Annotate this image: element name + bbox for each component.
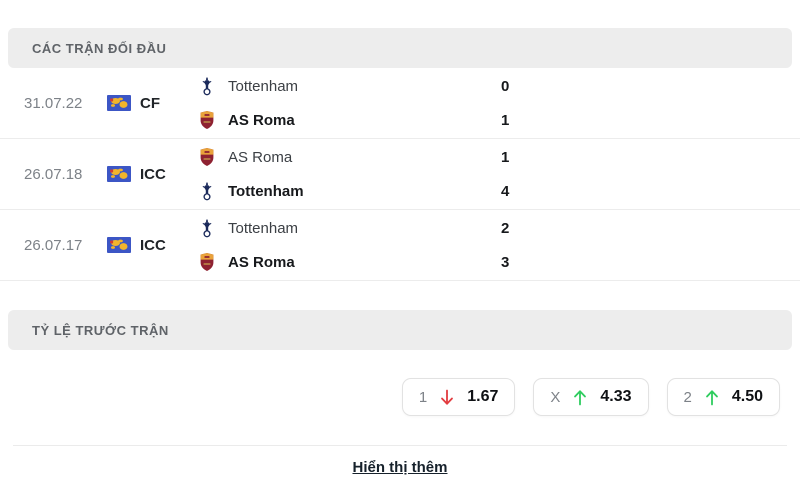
- away-team-line: Tottenham: [198, 174, 501, 208]
- arrow-down-icon: [441, 389, 454, 405]
- home-score: 0: [501, 77, 510, 95]
- away-score: 4: [501, 182, 510, 200]
- show-more-link[interactable]: Hiển thị thêm: [352, 459, 448, 476]
- show-more-divider: [13, 445, 787, 446]
- away-team-name: AS Roma: [228, 111, 295, 129]
- arrow-up-icon: [574, 389, 587, 405]
- score-cell: 1 4: [501, 140, 509, 208]
- show-more-row: Hiển thị thêm: [0, 459, 800, 477]
- teams-cell: Tottenham AS Roma: [198, 211, 501, 279]
- odds-section-title: TỶ LỆ TRƯỚC TRẬN: [32, 322, 169, 338]
- world-flag-icon: [107, 95, 131, 111]
- arrow-up-icon: [705, 389, 718, 405]
- match-list: 31.07.22 CF: [0, 68, 800, 281]
- odds-row: 1 1.67 X 4.33 2 4.50: [0, 378, 780, 416]
- home-score: 1: [501, 148, 510, 166]
- competition-code: ICC: [140, 236, 166, 254]
- home-score: 2: [501, 219, 510, 237]
- h2h-section-header: CÁC TRẬN ĐỐI ĐẦU: [8, 28, 792, 68]
- match-date: 31.07.22: [24, 94, 83, 112]
- competition-cell: CF: [107, 95, 198, 112]
- home-team-name: AS Roma: [228, 148, 293, 166]
- match-row[interactable]: 26.07.18 ICC: [0, 139, 800, 210]
- odds-away-label: 2: [683, 388, 692, 406]
- odds-home-value: 1.67: [467, 388, 499, 405]
- world-flag-icon: [107, 166, 131, 182]
- tottenham-crest-icon: [198, 181, 216, 202]
- competition-code: CF: [140, 94, 160, 112]
- away-score: 3: [501, 253, 510, 271]
- home-team-name: Tottenham: [228, 77, 299, 95]
- match-date: 26.07.18: [24, 165, 83, 183]
- odds-away-value: 4.50: [731, 388, 763, 405]
- as-roma-crest-icon: [198, 110, 216, 131]
- score-cell: 2 3: [501, 211, 509, 279]
- odds-draw-label: X: [550, 388, 561, 406]
- competition-code: ICC: [140, 165, 166, 183]
- tottenham-crest-icon: [198, 76, 216, 97]
- teams-cell: AS Roma Tottenham: [198, 140, 501, 208]
- score-cell: 0 1: [501, 69, 509, 137]
- home-team-line: AS Roma: [198, 140, 501, 174]
- match-row[interactable]: 31.07.22 CF: [0, 68, 800, 139]
- away-team-name: Tottenham: [228, 182, 304, 200]
- away-team-name: AS Roma: [228, 253, 295, 271]
- match-date: 26.07.17: [24, 236, 83, 254]
- odds-draw-button[interactable]: X 4.33: [533, 378, 649, 416]
- h2h-section-title: CÁC TRẬN ĐỐI ĐẦU: [32, 40, 167, 56]
- teams-cell: Tottenham AS Roma: [198, 69, 501, 137]
- match-row[interactable]: 26.07.17 ICC: [0, 210, 800, 281]
- home-team-line: Tottenham: [198, 211, 501, 245]
- as-roma-crest-icon: [198, 147, 216, 168]
- as-roma-crest-icon: [198, 252, 216, 273]
- odds-section-header: TỶ LỆ TRƯỚC TRẬN: [8, 310, 792, 350]
- odds-draw-value: 4.33: [600, 388, 632, 405]
- home-team-name: Tottenham: [228, 219, 299, 237]
- tottenham-crest-icon: [198, 218, 216, 239]
- away-score: 1: [501, 111, 510, 129]
- odds-home-button[interactable]: 1 1.67: [401, 378, 516, 416]
- world-flag-icon: [107, 237, 131, 253]
- competition-cell: ICC: [107, 166, 198, 183]
- away-team-line: AS Roma: [198, 245, 501, 279]
- odds-home-label: 1: [418, 388, 428, 406]
- home-team-line: Tottenham: [198, 69, 501, 103]
- away-team-line: AS Roma: [198, 103, 501, 137]
- odds-away-button[interactable]: 2 4.50: [666, 378, 780, 416]
- competition-cell: ICC: [107, 237, 198, 254]
